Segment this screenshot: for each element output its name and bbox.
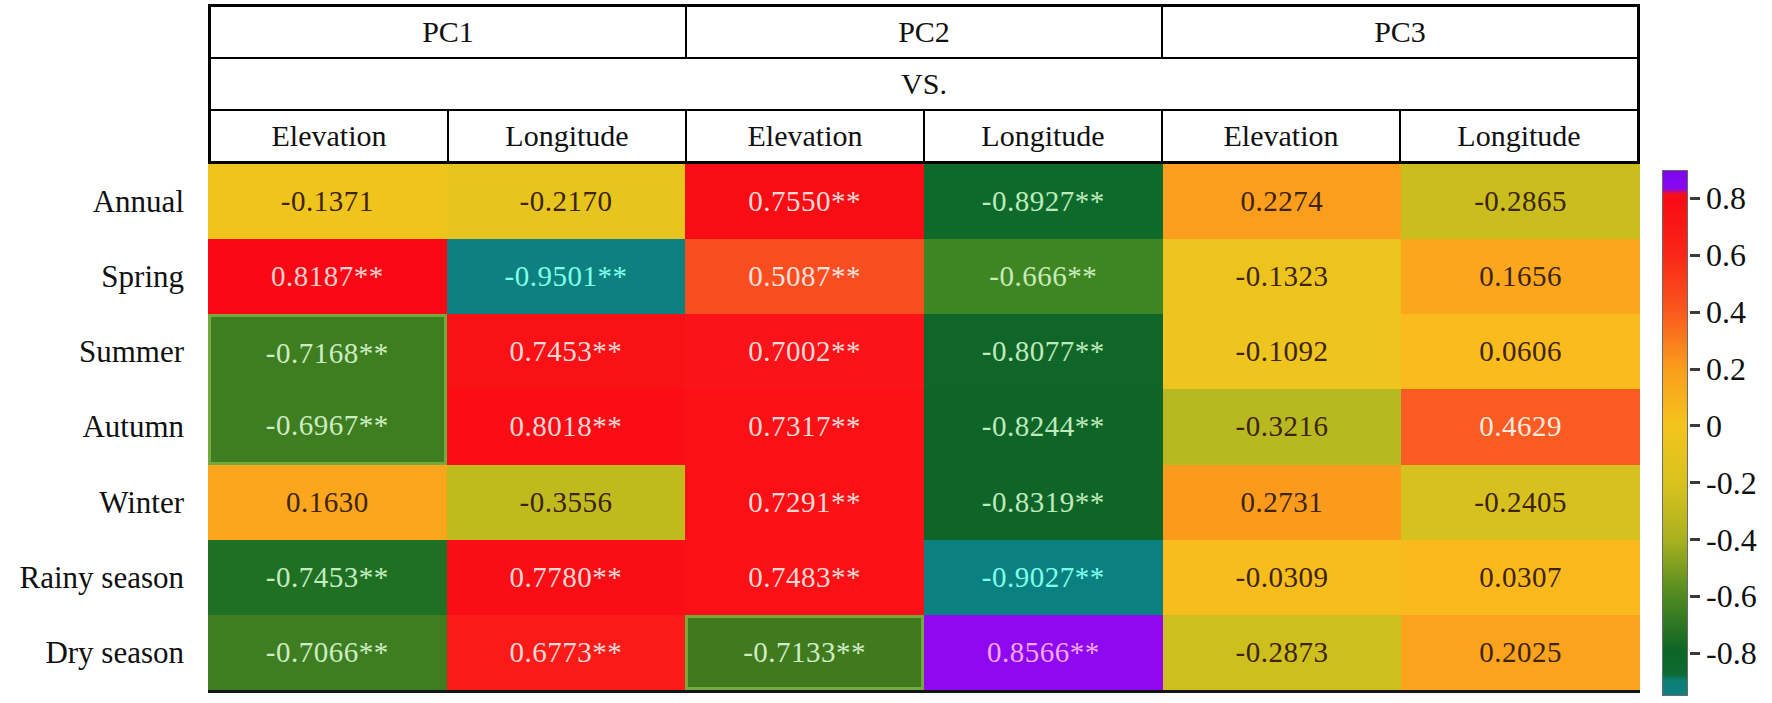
colorbar-tick-0.8 bbox=[1690, 197, 1700, 200]
heatmap-cell-spring-4: -0.666** bbox=[924, 239, 1163, 314]
row-labels: AnnualSpringSummerAutumnWinterRainy seas… bbox=[0, 164, 196, 690]
row-label-summer: Summer bbox=[0, 314, 196, 389]
header-group-pc1: PC1 bbox=[211, 7, 685, 57]
header-sub-pc3-elevation: Elevation bbox=[1163, 111, 1399, 161]
row-label-autumn: Autumn bbox=[0, 389, 196, 464]
colorbar-tick-label--0.4: -0.4 bbox=[1706, 524, 1757, 556]
header-group-pc2: PC2 bbox=[687, 7, 1161, 57]
colorbar-tick--0.6 bbox=[1690, 595, 1700, 598]
heatmap-cell-spring-5: -0.1323 bbox=[1163, 239, 1402, 314]
heatmap-cell-annual-3: 0.7550** bbox=[685, 164, 924, 239]
heatmap-cell-annual-4: -0.8927** bbox=[924, 164, 1163, 239]
heatmap-cell-summer-5: -0.1092 bbox=[1163, 314, 1402, 389]
colorbar-tick-label-0.4: 0.4 bbox=[1706, 296, 1746, 328]
colorbar-tick-label-0.8: 0.8 bbox=[1706, 182, 1746, 214]
heatmap-cell-spring-6: 0.1656 bbox=[1401, 239, 1640, 314]
heatmap-cell-winter-3: 0.7291** bbox=[685, 465, 924, 540]
heatmap-cell-spring-1: 0.8187** bbox=[208, 239, 447, 314]
heatmap-cell-autumn-4: -0.8244** bbox=[924, 389, 1163, 464]
row-label-spring: Spring bbox=[0, 239, 196, 314]
heatmap-cell-dry-season-5: -0.2873 bbox=[1163, 615, 1402, 690]
heatmap-cell-summer-3: 0.7002** bbox=[685, 314, 924, 389]
heatmap-cell-annual-6: -0.2865 bbox=[1401, 164, 1640, 239]
header-sub-pc2-elevation: Elevation bbox=[687, 111, 923, 161]
heatmap-cell-autumn-6: 0.4629 bbox=[1401, 389, 1640, 464]
heatmap-cell-dry-season-6: 0.2025 bbox=[1401, 615, 1640, 690]
heatmap-cell-annual-2: -0.2170 bbox=[447, 164, 686, 239]
heatmap-cell-dry-season-1: -0.7066** bbox=[208, 615, 447, 690]
heatmap-cell-winter-1: 0.1630 bbox=[208, 465, 447, 540]
heatmap-cell-rainy-season-5: -0.0309 bbox=[1163, 540, 1402, 615]
heatmap-cell-annual-1: -0.1371 bbox=[208, 164, 447, 239]
heatmap-grid: -0.1371-0.21700.7550**-0.8927**0.2274-0.… bbox=[208, 164, 1640, 693]
header-group-pc3: PC3 bbox=[1163, 7, 1637, 57]
heatmap-cell-winter-5: 0.2731 bbox=[1163, 465, 1402, 540]
header-sub-pc1-longitude: Longitude bbox=[449, 111, 685, 161]
heatmap-cell-rainy-season-2: 0.7780** bbox=[447, 540, 686, 615]
heatmap-cell-spring-3: 0.5087** bbox=[685, 239, 924, 314]
header-sub-pc3-longitude: Longitude bbox=[1401, 111, 1637, 161]
heatmap-cell-autumn-3: 0.7317** bbox=[685, 389, 924, 464]
heatmap-cell-rainy-season-6: 0.0307 bbox=[1401, 540, 1640, 615]
colorbar-tick-label-0: 0 bbox=[1706, 410, 1722, 442]
heatmap-cell-summer-4: -0.8077** bbox=[924, 314, 1163, 389]
colorbar-tick-0 bbox=[1690, 424, 1700, 427]
heatmap-cell-summer-1: -0.7168** bbox=[208, 314, 447, 389]
header-sub-pc2-longitude: Longitude bbox=[925, 111, 1161, 161]
row-label-winter: Winter bbox=[0, 465, 196, 540]
heatmap-cell-dry-season-2: 0.6773** bbox=[447, 615, 686, 690]
heatmap-cell-autumn-2: 0.8018** bbox=[447, 389, 686, 464]
colorbar-tick-0.6 bbox=[1690, 254, 1700, 257]
row-label-annual: Annual bbox=[0, 164, 196, 239]
colorbar-tick-0.4 bbox=[1690, 311, 1700, 314]
heatmap-cell-dry-season-3: -0.7133** bbox=[685, 615, 924, 690]
header-sub-pc1-elevation: Elevation bbox=[211, 111, 447, 161]
heatmap-cell-rainy-season-3: 0.7483** bbox=[685, 540, 924, 615]
heatmap-cell-rainy-season-4: -0.9027** bbox=[924, 540, 1163, 615]
heatmap-cell-autumn-5: -0.3216 bbox=[1163, 389, 1402, 464]
header-table: PC1 PC2 PC3 VS. Elevation Longitude Elev… bbox=[208, 4, 1640, 164]
colorbar-tick--0.8 bbox=[1690, 652, 1700, 655]
header-vs-label: VS. bbox=[211, 59, 1637, 109]
correlation-heatmap-figure: PC1 PC2 PC3 VS. Elevation Longitude Elev… bbox=[0, 0, 1772, 703]
row-label-rainy-season: Rainy season bbox=[0, 540, 196, 615]
colorbar-tick--0.2 bbox=[1690, 481, 1700, 484]
colorbar-tick-label-0.6: 0.6 bbox=[1706, 239, 1746, 271]
colorbar-tick-label--0.2: -0.2 bbox=[1706, 467, 1757, 499]
heatmap-cell-annual-5: 0.2274 bbox=[1163, 164, 1402, 239]
heatmap-cell-summer-2: 0.7453** bbox=[447, 314, 686, 389]
heatmap-cell-spring-2: -0.9501** bbox=[447, 239, 686, 314]
heatmap-cell-winter-6: -0.2405 bbox=[1401, 465, 1640, 540]
heatmap-cell-winter-2: -0.3556 bbox=[447, 465, 686, 540]
heatmap-cell-dry-season-4: 0.8566** bbox=[924, 615, 1163, 690]
heatmap-cell-autumn-1: -0.6967** bbox=[208, 389, 447, 464]
row-label-dry-season: Dry season bbox=[0, 615, 196, 690]
heatmap-cell-rainy-season-1: -0.7453** bbox=[208, 540, 447, 615]
colorbar-tick-label--0.8: -0.8 bbox=[1706, 637, 1757, 669]
heatmap-cell-summer-6: 0.0606 bbox=[1401, 314, 1640, 389]
heatmap-cell-winter-4: -0.8319** bbox=[924, 465, 1163, 540]
colorbar-tick-0.2 bbox=[1690, 368, 1700, 371]
colorbar-tick-label-0.2: 0.2 bbox=[1706, 353, 1746, 385]
colorbar-gradient bbox=[1662, 170, 1688, 696]
colorbar-tick-label--0.6: -0.6 bbox=[1706, 580, 1757, 612]
colorbar-tick--0.4 bbox=[1690, 538, 1700, 541]
